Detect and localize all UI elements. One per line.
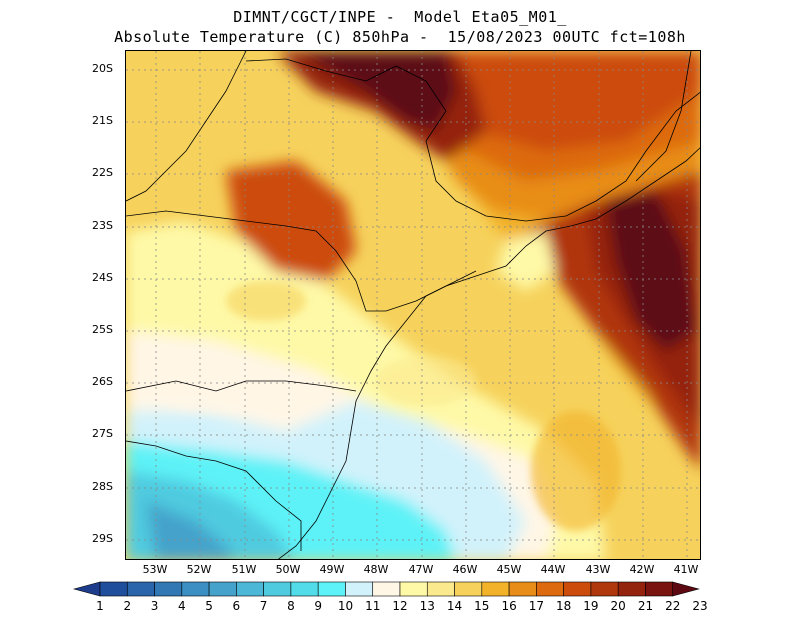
colorbar-tick-label: 21 bbox=[637, 599, 654, 613]
colorbar-tick-label: 17 bbox=[528, 599, 544, 613]
colorbar-tick-label: 20 bbox=[610, 599, 626, 613]
lon-label: 50W bbox=[275, 563, 301, 576]
colorbar-tick-label: 23 bbox=[692, 599, 708, 613]
grid-lines bbox=[126, 51, 700, 559]
lon-label: 52W bbox=[186, 563, 212, 576]
border-rj-es bbox=[635, 51, 692, 182]
colorbar-swatch bbox=[345, 581, 374, 597]
field-patch-1 bbox=[226, 281, 306, 321]
lat-label: 23S bbox=[92, 219, 113, 232]
colorbar-swatch bbox=[208, 581, 237, 597]
colorbar-swatch bbox=[617, 581, 646, 597]
colorbar-swatch bbox=[263, 581, 292, 597]
field-patch-4 bbox=[161, 378, 271, 414]
colorbar-swatch bbox=[590, 581, 619, 597]
colorbar-tick-label: 14 bbox=[446, 599, 463, 613]
colorbar-tick-label: 13 bbox=[419, 599, 435, 613]
colorbar-swatch bbox=[154, 581, 183, 597]
colorbar-tick-label: 2 bbox=[123, 599, 132, 613]
lon-label: 45W bbox=[496, 563, 522, 576]
coastline bbox=[278, 147, 700, 559]
lat-label: 28S bbox=[92, 480, 113, 493]
boundaries bbox=[126, 51, 700, 559]
lat-label: 22S bbox=[92, 166, 113, 179]
border-sc-pr bbox=[126, 380, 357, 392]
lon-label: 53W bbox=[142, 563, 168, 576]
title-line-2: Absolute Temperature (C) 850hPa - 15/08/… bbox=[114, 28, 686, 46]
field-max-north bbox=[296, 51, 456, 131]
colorbar-swatch bbox=[645, 581, 674, 597]
map-svg bbox=[126, 51, 700, 559]
colorbar-tick-label: 10 bbox=[337, 599, 354, 613]
colorbar-tick-label: 11 bbox=[365, 599, 381, 613]
colorbar-swatch bbox=[454, 581, 483, 597]
colorbar-tick-label: 18 bbox=[555, 599, 572, 613]
field-coastal-light bbox=[496, 231, 556, 291]
lon-label: 46W bbox=[452, 563, 478, 576]
colorbar-swatch bbox=[372, 581, 401, 597]
lon-label: 48W bbox=[363, 563, 389, 576]
temperature-map[interactable] bbox=[125, 50, 701, 560]
lon-label: 42W bbox=[629, 563, 655, 576]
lon-label: 47W bbox=[408, 563, 434, 576]
colorbar-swatch bbox=[536, 581, 564, 597]
colorbar-swatch bbox=[72, 581, 101, 597]
colorbar bbox=[72, 581, 700, 597]
lat-label: 21S bbox=[92, 114, 113, 127]
lat-label: 20S bbox=[92, 62, 113, 75]
border-ms-sp bbox=[126, 51, 247, 202]
lon-label: 44W bbox=[540, 563, 566, 576]
colorbar-swatch bbox=[99, 581, 128, 597]
colorbar-swatch bbox=[236, 581, 264, 597]
border-mg bbox=[245, 58, 700, 222]
colorbar-tick-label: 1 bbox=[96, 599, 104, 613]
lon-label: 49W bbox=[319, 563, 345, 576]
title-line-1: DIMNT/CGCT/INPE - Model Eta05_M01_ bbox=[233, 8, 567, 26]
colorbar-tick-label: 12 bbox=[392, 599, 408, 613]
colorbar-swatch bbox=[508, 581, 537, 597]
colorbar-tick-label: 15 bbox=[474, 599, 490, 613]
field-patch-2 bbox=[376, 356, 476, 406]
colorbar-tick-label: 4 bbox=[177, 599, 186, 613]
lat-label: 25S bbox=[92, 323, 113, 336]
colorbar-swatch bbox=[672, 581, 700, 597]
colorbar-tick-label: 8 bbox=[287, 599, 295, 613]
field-east-max bbox=[606, 191, 696, 351]
lat-label: 29S bbox=[92, 532, 113, 545]
colorbar-tick-label: 22 bbox=[665, 599, 681, 613]
colorbar-tick-label: 9 bbox=[314, 599, 322, 613]
colorbar-tick-label: 3 bbox=[150, 599, 159, 613]
lat-label: 24S bbox=[92, 271, 113, 284]
lon-label: 51W bbox=[231, 563, 257, 576]
field-west-warm bbox=[226, 161, 356, 281]
lon-label: 41W bbox=[673, 563, 699, 576]
colorbar-tick-label: 5 bbox=[205, 599, 213, 613]
colorbar-tick-label: 7 bbox=[259, 599, 268, 613]
colorbar-tick-label: 19 bbox=[583, 599, 599, 613]
colorbar-tick-label: 16 bbox=[501, 599, 517, 613]
colorbar-swatch bbox=[126, 581, 155, 597]
colorbar-swatch bbox=[181, 581, 210, 597]
colorbar-swatch bbox=[563, 581, 592, 597]
field-blue bbox=[146, 501, 235, 559]
colorbar-swatch bbox=[317, 581, 346, 597]
field-patch-3 bbox=[531, 411, 621, 531]
colorbar-swatch bbox=[399, 581, 428, 597]
lat-label: 26S bbox=[92, 375, 113, 388]
lat-label: 27S bbox=[92, 427, 113, 440]
colorbar-tick-label: 6 bbox=[232, 599, 241, 613]
colorbar-swatch bbox=[426, 581, 455, 597]
border-rs bbox=[126, 440, 302, 551]
colorbar-swatch bbox=[290, 581, 319, 597]
colorbar-swatch bbox=[481, 581, 510, 597]
lon-label: 43W bbox=[585, 563, 611, 576]
